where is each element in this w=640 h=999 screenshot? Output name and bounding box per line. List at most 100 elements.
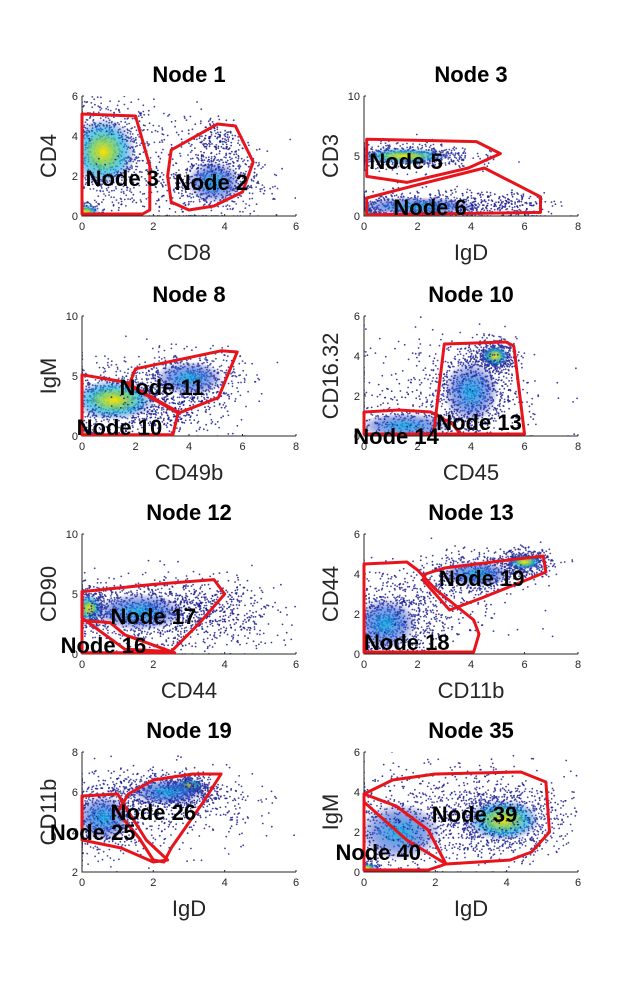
x-axis-label: IgD [454, 240, 488, 265]
gate-label: Node 39 [432, 802, 518, 827]
x-tick-label: 2 [150, 659, 156, 671]
y-axis-label: CD16.32 [318, 333, 343, 420]
gate-node-10 [80, 373, 180, 437]
y-tick-label: 6 [354, 747, 360, 759]
x-tick-label: 2 [150, 877, 156, 889]
density-hotspot [92, 593, 186, 631]
cluster-3 [104, 335, 279, 419]
x-tick-label: 6 [293, 221, 299, 233]
cluster-3 [364, 537, 453, 654]
cluster-4 [364, 316, 578, 436]
x-tick-label: 8 [293, 441, 299, 453]
y-axis-label: IgM [36, 358, 61, 395]
panel-2: 0 2 4 6 8 0 5 10 Node 3 IgD CD3 Node 5 Node 6 [318, 62, 581, 265]
x-tick-label: 8 [575, 441, 581, 453]
gate-label: Node 25 [50, 820, 136, 845]
y-tick-label: 5 [72, 371, 78, 383]
gate-node-16 [80, 618, 177, 655]
x-tick-label: 6 [521, 221, 527, 233]
y-tick-label: 0 [72, 649, 78, 661]
density-hotspot [130, 779, 205, 805]
x-tick-label: 0 [361, 877, 367, 889]
gate-label: Node 40 [335, 840, 421, 865]
panel-title: Node 10 [428, 282, 514, 307]
y-axis-label: CD11b [36, 779, 61, 846]
x-tick-label: 2 [414, 221, 420, 233]
x-tick-label: 2 [132, 441, 138, 453]
x-tick-label: 0 [79, 659, 85, 671]
cluster-1 [464, 334, 526, 379]
gate-label: Node 2 [175, 170, 248, 195]
panel-8: 0 2 4 6 0 2 4 6 Node 35 IgD IgM Node 39 Node 40 [318, 718, 581, 921]
y-tick-label: 6 [72, 787, 78, 799]
gate-label: Node 17 [111, 604, 197, 629]
x-tick-label: 0 [79, 221, 85, 233]
gate-label: Node 18 [364, 630, 450, 655]
x-tick-label: 2 [414, 659, 420, 671]
y-axis-label: CD4 [36, 134, 61, 178]
gate-node-6 [365, 166, 542, 217]
y-axis-label: CD90 [36, 566, 61, 622]
y-tick-label: 5 [72, 589, 78, 601]
x-tick-label: 6 [521, 441, 527, 453]
x-tick-label: 4 [504, 877, 510, 889]
gate-node-18 [362, 560, 481, 654]
y-tick-label: 0 [72, 431, 78, 443]
gate-label: Node 19 [439, 566, 525, 591]
y-tick-label: 0 [72, 211, 78, 223]
y-tick-label: 2 [72, 171, 78, 183]
x-tick-label: 0 [79, 441, 85, 453]
gate-node-19 [421, 554, 548, 612]
y-tick-label: 6 [354, 529, 360, 541]
scatter-points [82, 559, 296, 654]
x-axis-label: CD8 [167, 240, 211, 265]
density-hotspot [186, 161, 242, 203]
x-tick-label: 4 [222, 221, 228, 233]
x-tick-label: 4 [222, 659, 228, 671]
density-hotspot [82, 118, 136, 186]
y-tick-label: 2 [354, 391, 360, 403]
y-tick-label: 4 [354, 569, 360, 581]
gate-label: Node 16 [61, 633, 147, 658]
x-tick-label: 0 [361, 441, 367, 453]
y-tick-label: 0 [354, 867, 360, 879]
y-tick-label: 10 [348, 91, 360, 103]
cluster-2 [87, 755, 263, 824]
y-tick-label: 2 [354, 827, 360, 839]
x-tick-label: 2 [432, 877, 438, 889]
cluster-4 [82, 359, 261, 436]
gate-node-40 [362, 792, 448, 872]
panel-title: Node 12 [146, 500, 232, 525]
x-tick-label: 2 [414, 441, 420, 453]
panel-title: Node 19 [146, 718, 232, 743]
cluster-4 [458, 189, 563, 216]
panel-title: Node 3 [434, 62, 507, 87]
panel-1: 0 2 4 6 0 2 4 6 Node 1 CD8 CD4 Node 3 Node 2 [36, 62, 299, 265]
gate-label: Node 14 [353, 424, 439, 449]
gate-node-3 [80, 112, 152, 216]
y-tick-label: 6 [354, 311, 360, 323]
y-tick-label: 0 [354, 211, 360, 223]
x-tick-label: 4 [468, 441, 474, 453]
gate-label: Node 10 [77, 415, 163, 440]
y-tick-label: 4 [72, 131, 78, 143]
gate-node-25 [80, 792, 170, 864]
y-tick-label: 10 [66, 311, 78, 323]
x-axis-label: CD44 [161, 678, 217, 703]
gate-node-2 [166, 122, 255, 212]
gate-node-17 [80, 578, 227, 654]
x-tick-label: 8 [575, 659, 581, 671]
x-tick-label: 6 [521, 659, 527, 671]
y-axis-label: CD44 [318, 566, 343, 622]
x-tick-label: 6 [239, 441, 245, 453]
x-tick-label: 2 [150, 221, 156, 233]
scatter-points [364, 316, 578, 436]
panel-title: Node 1 [152, 62, 225, 87]
gate-node-13 [432, 340, 526, 436]
gate-label: Node 26 [111, 800, 197, 825]
x-tick-label: 4 [468, 221, 474, 233]
y-tick-label: 2 [354, 609, 360, 621]
x-tick-label: 6 [293, 659, 299, 671]
